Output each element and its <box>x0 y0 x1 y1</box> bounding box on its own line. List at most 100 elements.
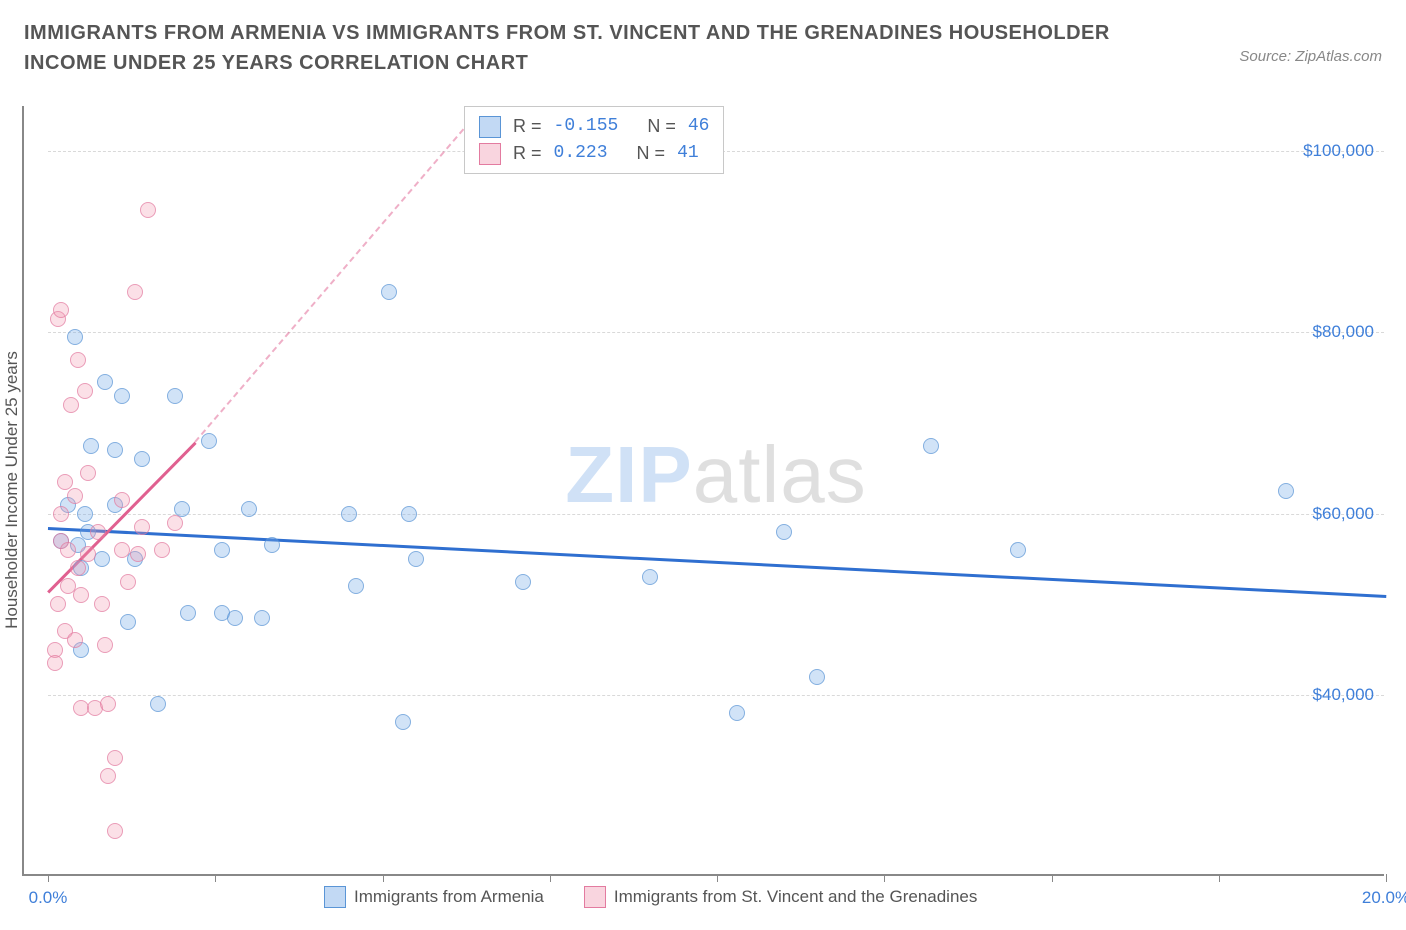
scatter-point <box>127 284 143 300</box>
plot-region: ZIPatlas $40,000 $60,000 $80,000 $100,000 <box>48 106 1384 874</box>
scatter-point <box>70 352 86 368</box>
scatter-point <box>1278 483 1294 499</box>
scatter-point <box>515 574 531 590</box>
legend-label-armenia: Immigrants from Armenia <box>354 887 544 907</box>
scatter-point <box>77 506 93 522</box>
scatter-point <box>100 768 116 784</box>
r-label: R = <box>513 140 542 167</box>
x-tick <box>215 874 216 882</box>
scatter-point <box>67 329 83 345</box>
scatter-point <box>107 750 123 766</box>
scatter-point <box>107 442 123 458</box>
y-tick-label: $100,000 <box>1303 141 1374 161</box>
scatter-point <box>254 610 270 626</box>
chart-header: IMMIGRANTS FROM ARMENIA VS IMMIGRANTS FR… <box>0 0 1406 86</box>
armenia-r-value: -0.155 <box>554 113 619 140</box>
stats-row-armenia: R = -0.155 N = 46 <box>479 113 709 140</box>
source-name: ZipAtlas.com <box>1295 48 1382 65</box>
scatter-point <box>67 488 83 504</box>
scatter-point <box>395 714 411 730</box>
scatter-point <box>130 546 146 562</box>
swatch-blue-icon <box>324 886 346 908</box>
scatter-point <box>60 542 76 558</box>
scatter-point <box>214 542 230 558</box>
swatch-pink-icon <box>584 886 606 908</box>
watermark: ZIPatlas <box>565 429 866 521</box>
scatter-point <box>120 574 136 590</box>
trend-line-dashed <box>194 106 483 442</box>
scatter-point <box>241 501 257 517</box>
scatter-point <box>134 451 150 467</box>
legend-item-armenia: Immigrants from Armenia <box>324 886 544 908</box>
n-label: N = <box>637 140 666 167</box>
scatter-point <box>47 655 63 671</box>
scatter-point <box>90 524 106 540</box>
x-tick <box>48 874 49 882</box>
scatter-point <box>70 560 86 576</box>
stvincent-r-value: 0.223 <box>554 140 608 167</box>
x-tick <box>1219 874 1220 882</box>
armenia-n-value: 46 <box>688 113 710 140</box>
y-axis-label: Householder Income Under 25 years <box>2 351 22 629</box>
r-label: R = <box>513 113 542 140</box>
stvincent-n-value: 41 <box>677 140 699 167</box>
x-tick-label: 20.0% <box>1362 888 1406 908</box>
scatter-point <box>1010 542 1026 558</box>
bottom-legend: Immigrants from Armenia Immigrants from … <box>324 886 977 908</box>
scatter-point <box>776 524 792 540</box>
source-attribution: Source: ZipAtlas.com <box>1239 48 1382 65</box>
trend-line <box>48 527 1386 597</box>
n-label: N = <box>647 113 676 140</box>
scatter-point <box>809 669 825 685</box>
gridline <box>48 332 1384 333</box>
y-tick-label: $80,000 <box>1313 322 1374 342</box>
scatter-point <box>80 546 96 562</box>
scatter-point <box>100 696 116 712</box>
scatter-point <box>264 537 280 553</box>
scatter-point <box>107 823 123 839</box>
swatch-blue-icon <box>479 116 501 138</box>
scatter-point <box>67 632 83 648</box>
y-tick-label: $40,000 <box>1313 685 1374 705</box>
x-tick <box>550 874 551 882</box>
scatter-point <box>50 596 66 612</box>
x-tick <box>717 874 718 882</box>
scatter-point <box>53 506 69 522</box>
scatter-point <box>180 605 196 621</box>
chart-area: Householder Income Under 25 years ZIPatl… <box>22 106 1384 876</box>
scatter-point <box>154 542 170 558</box>
y-tick-label: $60,000 <box>1313 504 1374 524</box>
scatter-point <box>97 374 113 390</box>
scatter-point <box>80 465 96 481</box>
scatter-point <box>150 696 166 712</box>
scatter-point <box>114 388 130 404</box>
scatter-point <box>642 569 658 585</box>
watermark-zip: ZIP <box>565 430 692 519</box>
scatter-point <box>53 302 69 318</box>
scatter-point <box>167 515 183 531</box>
scatter-point <box>120 614 136 630</box>
scatter-point <box>729 705 745 721</box>
stats-legend-box: R = -0.155 N = 46 R = 0.223 N = 41 <box>464 106 724 174</box>
watermark-atlas: atlas <box>693 430 867 519</box>
source-prefix: Source: <box>1239 48 1295 65</box>
x-tick <box>884 874 885 882</box>
x-tick <box>1052 874 1053 882</box>
scatter-point <box>381 284 397 300</box>
scatter-point <box>134 519 150 535</box>
scatter-point <box>348 578 364 594</box>
scatter-point <box>114 542 130 558</box>
scatter-point <box>140 202 156 218</box>
scatter-point <box>201 433 217 449</box>
gridline <box>48 695 1384 696</box>
swatch-pink-icon <box>479 143 501 165</box>
scatter-point <box>114 492 130 508</box>
x-tick <box>383 874 384 882</box>
scatter-point <box>401 506 417 522</box>
scatter-point <box>94 596 110 612</box>
scatter-point <box>923 438 939 454</box>
scatter-point <box>97 637 113 653</box>
scatter-point <box>73 587 89 603</box>
x-tick <box>1386 874 1387 882</box>
scatter-point <box>227 610 243 626</box>
